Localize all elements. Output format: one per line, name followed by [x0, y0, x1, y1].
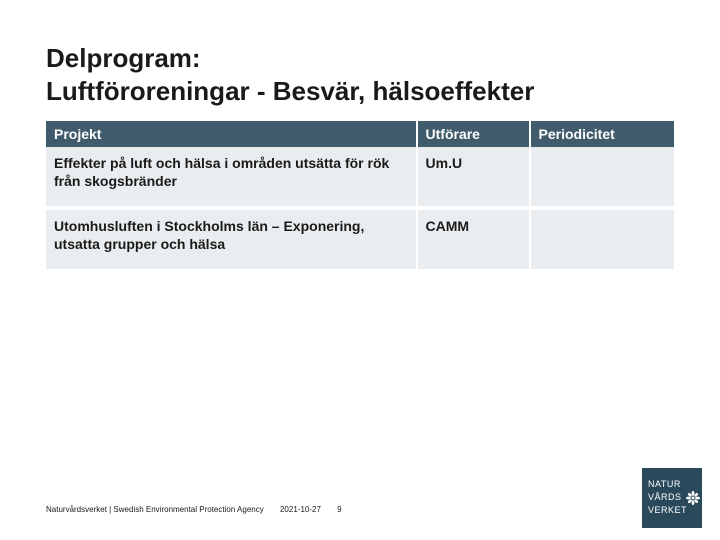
- header-projekt: Projekt: [46, 121, 417, 147]
- flower-icon: [685, 490, 701, 506]
- logo-line-2: VÅRDS: [648, 493, 682, 503]
- header-periodicitet: Periodicitet: [530, 121, 674, 147]
- cell-periodicitet: [530, 147, 674, 208]
- footer: Naturvårdsverket | Swedish Environmental…: [46, 505, 356, 514]
- table-body: Effekter på luft och hälsa i områden uts…: [46, 147, 674, 271]
- slide-title: Delprogram: Luftföroreningar - Besvär, h…: [46, 42, 674, 107]
- cell-periodicitet: [530, 208, 674, 271]
- header-utforare: Utförare: [417, 121, 530, 147]
- logo-line-3: VERKET: [648, 506, 702, 516]
- footer-date: 2021-10-27: [280, 505, 321, 514]
- cell-utforare: Um.U: [417, 147, 530, 208]
- title-line-1: Delprogram:: [46, 43, 201, 73]
- table-header-row: Projekt Utförare Periodicitet: [46, 121, 674, 147]
- table-row: Effekter på luft och hälsa i områden uts…: [46, 147, 674, 208]
- footer-page: 9: [337, 505, 341, 514]
- cell-utforare: CAMM: [417, 208, 530, 271]
- logo-line-1: NATUR: [648, 480, 702, 490]
- cell-projekt: Utomhusluften i Stockholms län – Exponer…: [46, 208, 417, 271]
- cell-projekt: Effekter på luft och hälsa i områden uts…: [46, 147, 417, 208]
- table-row: Utomhusluften i Stockholms län – Exponer…: [46, 208, 674, 271]
- title-line-2: Luftföroreningar - Besvär, hälsoeffekter: [46, 76, 534, 106]
- naturvardsverket-logo: NATUR VÅRDS VERKET: [642, 468, 702, 528]
- projects-table: Projekt Utförare Periodicitet Effekter p…: [46, 121, 674, 273]
- footer-agency: Naturvårdsverket | Swedish Environmental…: [46, 505, 264, 514]
